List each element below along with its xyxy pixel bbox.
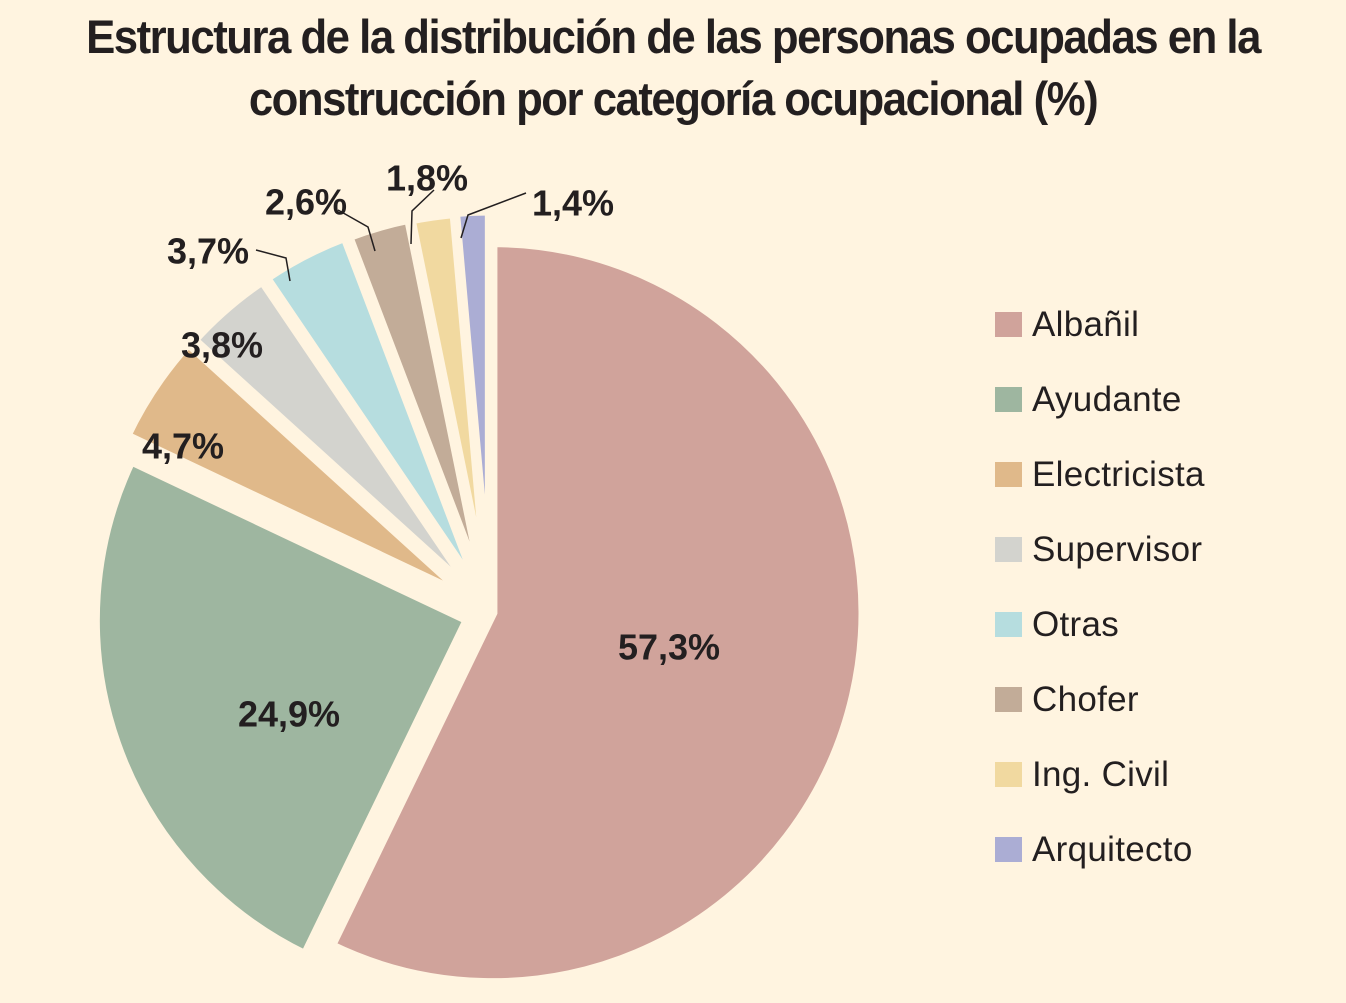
leader-line-6 bbox=[410, 189, 435, 245]
legend-swatch bbox=[995, 387, 1022, 412]
pie-slice-electricista bbox=[120, 337, 472, 602]
legend-swatch bbox=[995, 762, 1022, 787]
data-label-alba-il: 57,3% bbox=[618, 627, 720, 668]
legend-label: Ing. Civil bbox=[1032, 754, 1170, 794]
data-label-chofer: 2,6% bbox=[265, 182, 347, 223]
legend-swatch bbox=[995, 462, 1022, 487]
legend-item: Arquitecto bbox=[995, 812, 1205, 887]
leader-line-5 bbox=[337, 209, 376, 252]
legend-label: Arquitecto bbox=[1032, 829, 1193, 869]
pie-slice-supervisor bbox=[187, 274, 480, 599]
data-label-supervisor: 3,8% bbox=[181, 325, 263, 366]
pie-slice-alba-il bbox=[325, 238, 868, 988]
legend-label: Otras bbox=[1032, 604, 1120, 644]
legend-swatch bbox=[995, 837, 1022, 862]
data-label-otras: 3,7% bbox=[167, 231, 249, 272]
data-label-ayudante: 24,9% bbox=[238, 694, 340, 735]
legend-item: Ing. Civil bbox=[995, 737, 1205, 812]
legend-item: Albañil bbox=[995, 287, 1205, 362]
legend-item: Otras bbox=[995, 587, 1205, 662]
pie-slice-arquitecto bbox=[450, 206, 494, 598]
chart-title-line-2: construcción por categoría ocupacional (… bbox=[248, 72, 1099, 125]
legend-item: Electricista bbox=[995, 437, 1205, 512]
leader-line-4 bbox=[255, 249, 291, 282]
legend-item: Ayudante bbox=[995, 362, 1205, 437]
chart-title-line-1: Estructura de la distribución de las per… bbox=[86, 10, 1261, 63]
legend-label: Ayudante bbox=[1032, 379, 1182, 419]
legend-swatch bbox=[995, 537, 1022, 562]
chart-title: Estructura de la distribución de las per… bbox=[47, 6, 1299, 130]
pie-slice-ayudante bbox=[90, 454, 474, 961]
data-label-electricista: 4,7% bbox=[142, 426, 224, 467]
legend-label: Albañil bbox=[1032, 304, 1140, 344]
legend-item: Chofer bbox=[995, 662, 1205, 737]
legend-label: Supervisor bbox=[1032, 529, 1203, 569]
legend-label: Electricista bbox=[1032, 454, 1205, 494]
data-label-arquitecto: 1,4% bbox=[532, 183, 614, 224]
data-label-ing-civil: 1,8% bbox=[386, 158, 468, 199]
legend-swatch bbox=[995, 687, 1022, 712]
leader-line-7 bbox=[460, 192, 527, 239]
legend-label: Chofer bbox=[1032, 679, 1139, 719]
legend: Albañil Ayudante Electricista Supervisor Otr… bbox=[995, 287, 1205, 887]
legend-item: Supervisor bbox=[995, 512, 1205, 587]
legend-swatch bbox=[995, 312, 1022, 337]
legend-swatch bbox=[995, 612, 1022, 637]
